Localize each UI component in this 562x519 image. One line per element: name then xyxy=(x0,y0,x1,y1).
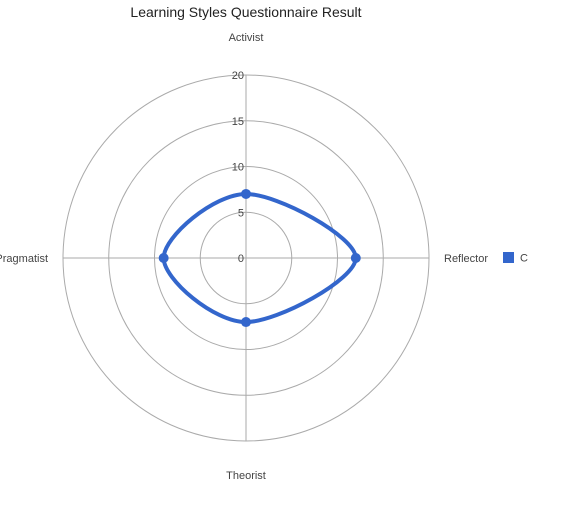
axis-label: Pragmatist xyxy=(0,253,48,265)
axis-labels: Activist Reflector Theorist Pragmatist xyxy=(0,32,488,482)
data-point[interactable] xyxy=(241,188,251,199)
axis-label: Activist xyxy=(229,32,264,44)
data-point[interactable] xyxy=(158,253,169,263)
data-point[interactable] xyxy=(241,317,251,328)
series-layer xyxy=(158,188,361,328)
radial-tick-label: 5 xyxy=(238,207,244,219)
radial-tick-label: 10 xyxy=(232,162,244,174)
chart-title: Learning Styles Questionnaire Result xyxy=(130,4,361,20)
axis-label: Theorist xyxy=(226,470,266,482)
legend-label: C xyxy=(520,253,528,265)
radial-tick-label: 20 xyxy=(232,70,244,82)
radar-grid xyxy=(62,74,430,442)
axis-label: Reflector xyxy=(444,253,488,265)
radial-tick-label: 0 xyxy=(238,253,244,265)
legend: C xyxy=(503,252,528,265)
radial-tick-labels: 0 5 10 15 20 xyxy=(232,70,244,265)
data-point[interactable] xyxy=(350,253,361,263)
legend-swatch xyxy=(503,252,514,263)
radial-tick-label: 15 xyxy=(232,116,244,128)
